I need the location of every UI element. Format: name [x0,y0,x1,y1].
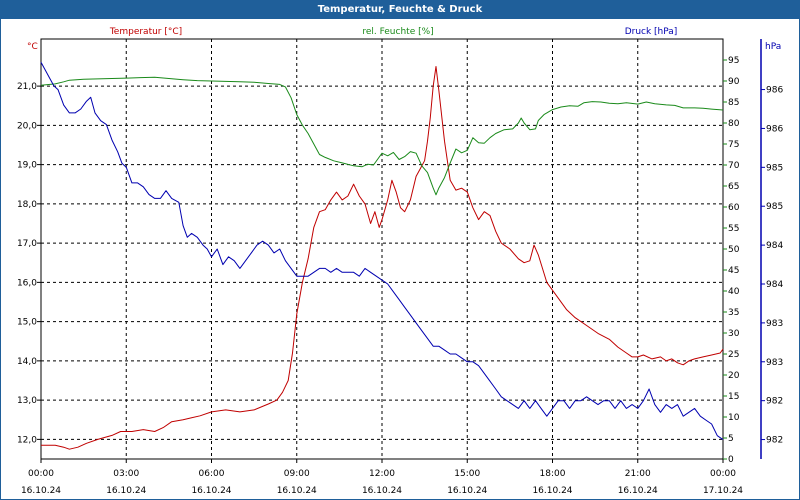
x-tick-time: 12:00 [369,469,395,479]
humidity-tick-label: 80 [728,119,740,129]
temperature-tick-label: 20,0 [17,121,37,131]
x-tick-time: 15:00 [454,469,480,479]
humidity-tick-label: 60 [728,203,740,213]
pressure-unit-label: hPa [765,42,781,52]
x-tick-date: 16.10.24 [21,486,61,496]
x-tick-time: 06:00 [199,469,225,479]
pressure-tick-label: 986 [766,86,783,96]
chart-grid [40,38,724,460]
humidity-tick-label: 20 [728,371,740,381]
temperature-tick-label: 12,0 [17,435,37,445]
temperature-tick-label: 17,0 [17,239,37,249]
pressure-tick-label: 983 [766,358,783,368]
humidity-series-line [40,76,724,196]
temperature-series-line [41,66,724,450]
x-tick-date: 17.10.24 [703,486,743,496]
x-tick-time: 18:00 [540,469,566,479]
x-tick-date: 16.10.24 [106,486,146,496]
humidity-tick-label: 0 [728,455,734,465]
humidity-tick-label: 55 [728,224,739,234]
legend-humidity: rel. Feuchte [%] [362,27,433,37]
temperature-tick-label: 15,0 [17,318,37,328]
humidity-tick-label: 70 [728,161,740,171]
legend-temperature: Temperatur [°C] [109,27,182,37]
x-tick-date: 16.10.24 [532,486,572,496]
x-axis-ticks: 00:00 16.10.24 03:00 16.10.24 06:00 16.10.24 0… [21,459,743,496]
humidity-tick-label: 10 [728,413,740,423]
x-tick-date: 16.10.24 [277,486,317,496]
temperature-tick-label: 18,0 [17,200,37,210]
humidity-tick-label: 95 [728,56,739,66]
pressure-tick-label: 983 [766,319,783,329]
pressure-series-line [40,62,724,441]
humidity-tick-label: 35 [728,308,739,318]
pressure-tick-label: 982 [766,397,783,407]
temperature-tick-label: 16,0 [17,278,37,288]
humidity-tick-label: 25 [728,350,739,360]
humidity-tick-label: 90 [728,77,740,87]
humidity-tick-label: 85 [728,98,739,108]
x-tick-time: 00:00 [710,469,736,479]
temperature-tick-label: 21,0 [17,82,37,92]
pressure-tick-label: 985 [766,163,783,173]
x-tick-date: 16.10.24 [191,486,231,496]
humidity-tick-label: 50 [728,245,740,255]
humidity-tick-label: 75 [728,140,739,150]
x-tick-time: 00:00 [28,469,54,479]
pressure-tick-label: 986 [766,124,783,134]
x-tick-date: 16.10.24 [362,486,402,496]
temperature-tick-label: 19,0 [17,161,37,171]
x-tick-time: 03:00 [113,469,139,479]
pressure-tick-label: 984 [766,241,783,251]
temperature-tick-label: 13,0 [17,396,37,406]
temperature-unit-label: °C [27,42,38,52]
window-title: Temperatur, Feuchte & Druck [1,1,799,19]
temperature-tick-label: 14,0 [17,357,37,367]
humidity-tick-label: 5 [728,434,734,444]
chart-series [40,62,724,450]
x-tick-date: 16.10.24 [447,486,487,496]
humidity-tick-label: 30 [728,329,740,339]
pressure-tick-label: 984 [766,280,783,290]
chart-axes: 21,0 20,0 19,0 18,0 17,0 16,0 15,0 14,0 13,0 12,0… [17,39,783,465]
humidity-tick-label: 15 [728,392,739,402]
x-tick-time: 09:00 [284,469,310,479]
pressure-tick-label: 982 [766,436,783,446]
humidity-tick-label: 65 [728,182,739,192]
pressure-tick-label: 985 [766,202,783,212]
humidity-tick-label: 40 [728,287,740,297]
legend-pressure: Druck [hPa] [625,27,678,37]
humidity-tick-label: 45 [728,266,739,276]
x-tick-date: 16.10.24 [618,486,658,496]
x-tick-time: 21:00 [625,469,651,479]
